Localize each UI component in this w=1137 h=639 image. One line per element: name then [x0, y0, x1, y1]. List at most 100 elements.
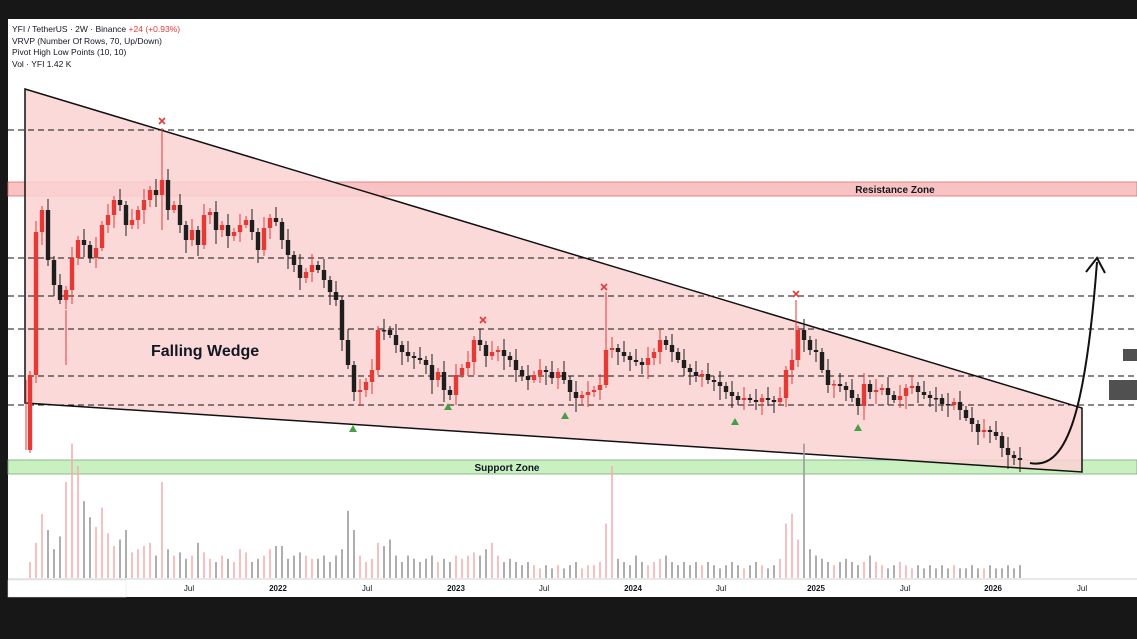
candle-body — [615, 348, 621, 352]
volume-bar — [599, 562, 601, 578]
volume-bar — [881, 565, 883, 578]
candle-body — [825, 370, 831, 385]
candle-body — [213, 212, 219, 230]
volume-bar — [737, 565, 739, 578]
time-axis-tick: 2025 — [807, 584, 825, 593]
candle-body — [99, 225, 105, 248]
volume-bar — [365, 562, 367, 578]
volume-bar — [617, 558, 619, 578]
volume-bar — [203, 552, 205, 578]
volume-bar — [683, 562, 685, 578]
volume-bar — [791, 514, 793, 578]
candle-body — [87, 245, 93, 258]
candle-body — [873, 390, 879, 392]
candle-body — [261, 228, 267, 250]
candle-body — [885, 388, 891, 395]
volume-bar — [137, 549, 139, 578]
candle-body — [999, 436, 1005, 448]
candle-body — [543, 370, 549, 372]
candle-body — [669, 345, 675, 352]
candle-body — [711, 380, 717, 382]
support-zone — [7, 459, 1137, 475]
candle-body — [627, 356, 633, 360]
candle-body — [273, 218, 279, 222]
candle-body — [105, 215, 111, 225]
volume-bar — [983, 568, 985, 578]
candle-body — [741, 398, 747, 400]
candle-body — [813, 350, 819, 352]
legend-indicator-vrvp[interactable]: VRVP (Number Of Rows, 70, Up/Down) — [12, 35, 162, 46]
candle-body — [201, 215, 207, 245]
volume-bar — [929, 565, 931, 578]
volume-bar — [515, 562, 517, 578]
candle-body — [405, 352, 411, 356]
candle-body — [777, 398, 783, 402]
candle-body — [129, 220, 135, 225]
volume-bar — [383, 546, 385, 578]
pivot-high-marker — [479, 316, 487, 324]
volume-bar — [851, 562, 853, 578]
volume-bar — [257, 558, 259, 578]
candle-body — [645, 358, 651, 365]
horizontal-levels — [8, 129, 1137, 406]
candle-body — [453, 375, 459, 395]
candle-body — [123, 205, 129, 225]
volume-bar — [551, 568, 553, 578]
candle-body — [573, 392, 579, 398]
volume-bar — [251, 562, 253, 578]
volume-bar — [959, 568, 961, 578]
candle-body — [951, 402, 957, 405]
candle-body — [327, 280, 333, 292]
candle-body — [1005, 448, 1011, 455]
candle-body — [165, 180, 171, 210]
candle-body — [153, 190, 159, 195]
candle-body — [339, 300, 345, 340]
candle-body — [861, 384, 867, 406]
candle-body — [69, 258, 75, 290]
falling-wedge-label: Falling Wedge — [151, 343, 259, 360]
legend-volume[interactable]: Vol · YFI 1.42 K — [12, 58, 72, 69]
candle-body — [939, 398, 945, 404]
candle-body — [111, 200, 117, 215]
candle-body — [93, 248, 99, 258]
volume-bar — [593, 565, 595, 578]
candle-body — [33, 232, 39, 375]
volume-bar — [839, 562, 841, 578]
candle-body — [561, 372, 567, 380]
candle-body — [483, 345, 489, 356]
volume-bar — [809, 549, 811, 578]
volume-bar — [533, 565, 535, 578]
candle-body — [393, 335, 399, 345]
volume-bar — [227, 558, 229, 578]
legend-symbol[interactable]: YFI / TetherUS · 2W · Binance — [12, 24, 127, 34]
volume-bar — [35, 542, 37, 578]
legend-indicator-pivots[interactable]: Pivot High Low Points (10, 10) — [12, 47, 127, 57]
volume-bar — [1013, 568, 1015, 578]
candle-body — [819, 352, 825, 370]
volume-bar — [443, 558, 445, 578]
candle-body — [555, 372, 561, 378]
candle-body — [207, 212, 213, 215]
volume-bar — [311, 558, 313, 578]
volume-bar — [767, 568, 769, 578]
volume-bar — [293, 555, 295, 578]
volume-bar — [671, 562, 673, 578]
volume-bar — [461, 558, 463, 578]
volume-bar — [209, 558, 211, 578]
volume-bar — [641, 562, 643, 578]
volume-bar — [113, 546, 115, 578]
volume-bar — [731, 562, 733, 578]
time-axis-tick: Jul — [362, 584, 372, 593]
candle-body — [537, 370, 543, 375]
volume-bar — [305, 555, 307, 578]
volume-bar — [329, 562, 331, 578]
volume-bar — [143, 546, 145, 578]
volume-bar — [845, 558, 847, 578]
volume-bar — [665, 555, 667, 578]
volume-bar — [713, 565, 715, 578]
candle-body — [45, 210, 51, 260]
volume-bar — [281, 546, 283, 578]
candle-body — [519, 370, 525, 376]
volume-bar — [377, 542, 379, 578]
